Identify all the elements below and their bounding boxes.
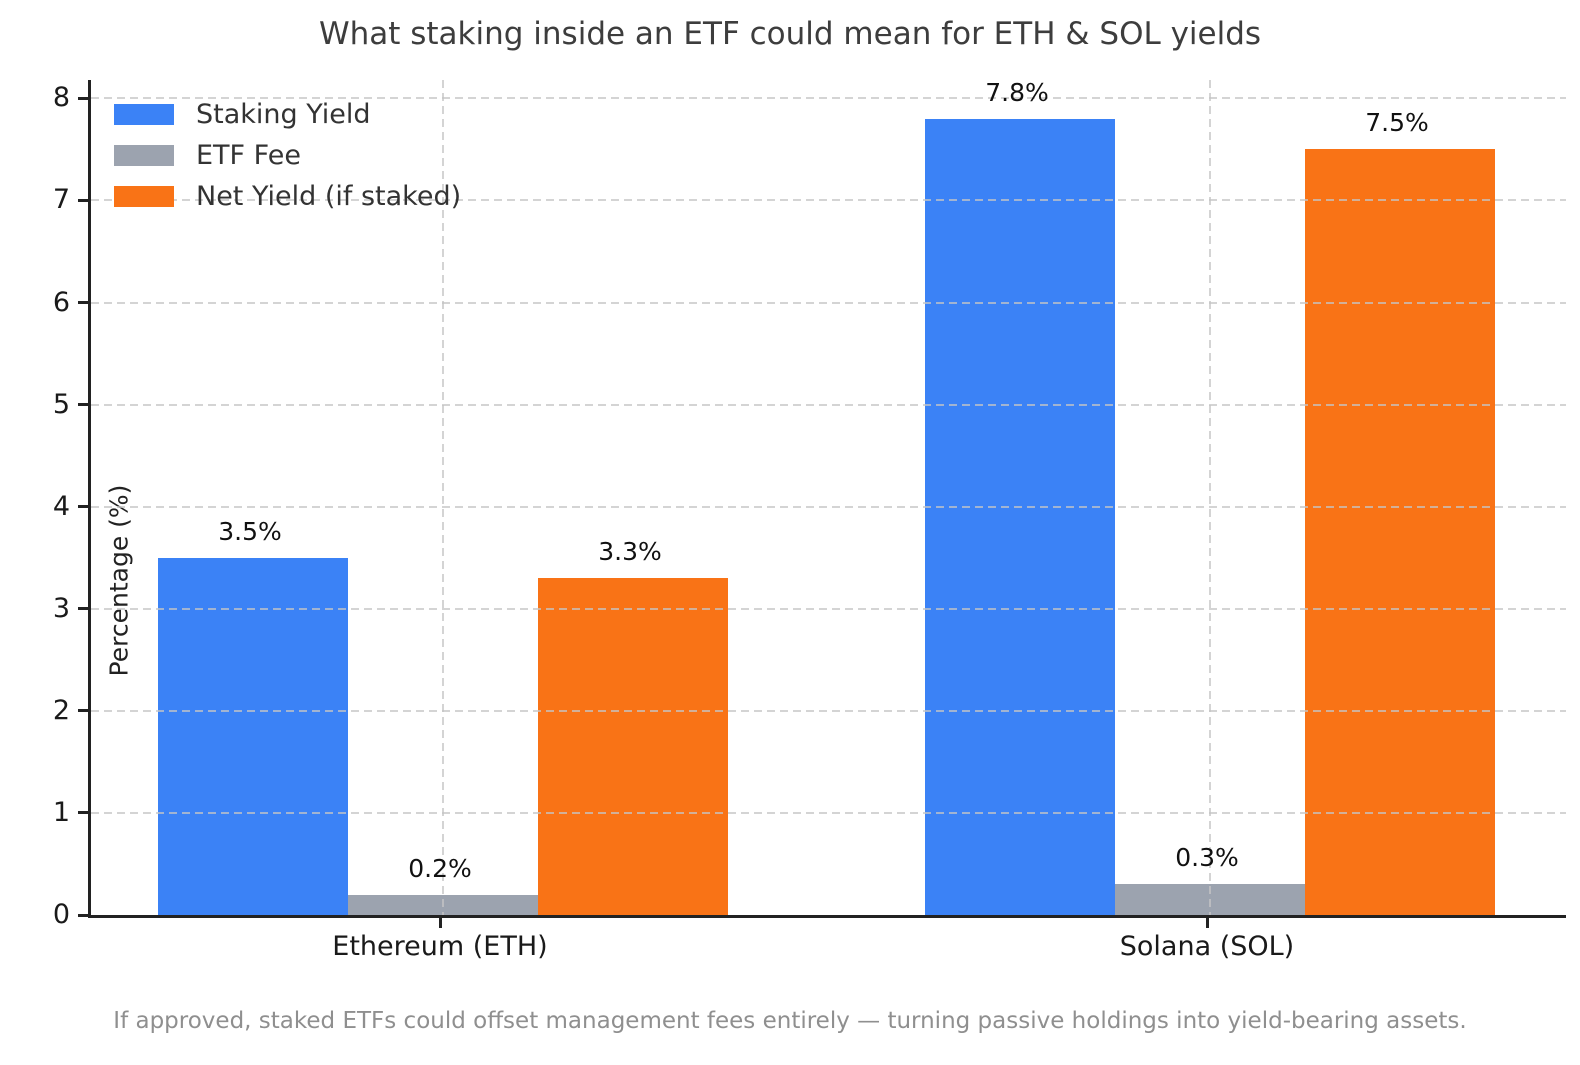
- bar-net-yield-if-staked-sol: [1305, 149, 1495, 915]
- legend-label: Net Yield (if staked): [196, 180, 462, 212]
- gridline-h-7: [91, 199, 1566, 202]
- y-tick-label: 3: [52, 592, 70, 624]
- bar-value-label: 7.5%: [1365, 108, 1429, 138]
- y-tick-label: 5: [52, 388, 70, 420]
- x-tick-label-sol: Solana (SOL): [1119, 931, 1295, 962]
- y-axis-label: Percentage (%): [104, 484, 134, 677]
- legend: Staking Yield ETF Fee Net Yield (if staked…: [114, 98, 462, 223]
- legend-item: Staking Yield: [114, 98, 461, 130]
- x-tick-label-eth: Ethereum (ETH): [332, 931, 548, 962]
- y-tick-label: 8: [52, 82, 70, 114]
- bar-value-label: 0.2%: [408, 853, 472, 883]
- y-tick-mark: [78, 607, 88, 611]
- y-tick-label: 4: [52, 490, 70, 522]
- bar-value-label: 3.5%: [218, 516, 282, 546]
- y-tick-label: 0: [52, 899, 70, 930]
- y-tick-mark: [78, 301, 88, 305]
- y-tick-mark: [78, 96, 88, 100]
- gridline-h-8: [91, 97, 1566, 100]
- legend-swatch-icon: [114, 185, 174, 207]
- y-tick-mark: [78, 505, 88, 509]
- y-tick-label: 1: [52, 796, 70, 828]
- y-tick-mark: [78, 403, 88, 407]
- bar-value-label: 7.8%: [985, 77, 1049, 107]
- y-tick-mark: [78, 709, 88, 713]
- bar-staking-yield-sol: [925, 118, 1115, 915]
- legend-swatch-icon: [114, 103, 174, 125]
- gridline-h-6: [91, 301, 1566, 304]
- legend-item: Net Yield (if staked): [114, 180, 462, 212]
- gridline-h-5: [91, 403, 1566, 406]
- y-tick-label: 6: [52, 286, 70, 318]
- gridline-h-1: [91, 811, 1566, 814]
- y-tick-mark: [78, 913, 88, 917]
- legend-label: Staking Yield: [196, 98, 371, 130]
- bar-staking-yield-eth: [158, 557, 348, 915]
- gridline-v-eth: [442, 80, 444, 915]
- chart-title: What staking inside an ETF could mean fo…: [318, 16, 1262, 52]
- x-tick-mark: [1205, 918, 1209, 928]
- legend-swatch-icon: [114, 144, 174, 166]
- y-tick-label: 7: [52, 184, 70, 216]
- y-tick-mark: [78, 811, 88, 815]
- y-tick-mark: [78, 198, 88, 202]
- x-tick-mark: [438, 918, 442, 928]
- gridline-h-2: [91, 709, 1566, 712]
- gridline-v-sol: [1209, 80, 1211, 915]
- plot-area: Percentage (%): [88, 80, 1566, 918]
- bar-value-label: 0.3%: [1175, 843, 1239, 873]
- gridline-h-4: [91, 505, 1566, 508]
- y-tick-label: 2: [52, 694, 70, 726]
- bar-net-yield-if-staked-eth: [538, 578, 728, 915]
- legend-label: ETF Fee: [196, 139, 301, 171]
- legend-item: ETF Fee: [114, 139, 461, 171]
- bar-value-label: 3.3%: [598, 537, 662, 567]
- chart-footnote: If approved, staked ETFs could offset ma…: [113, 1008, 1467, 1034]
- gridline-h-3: [91, 607, 1566, 610]
